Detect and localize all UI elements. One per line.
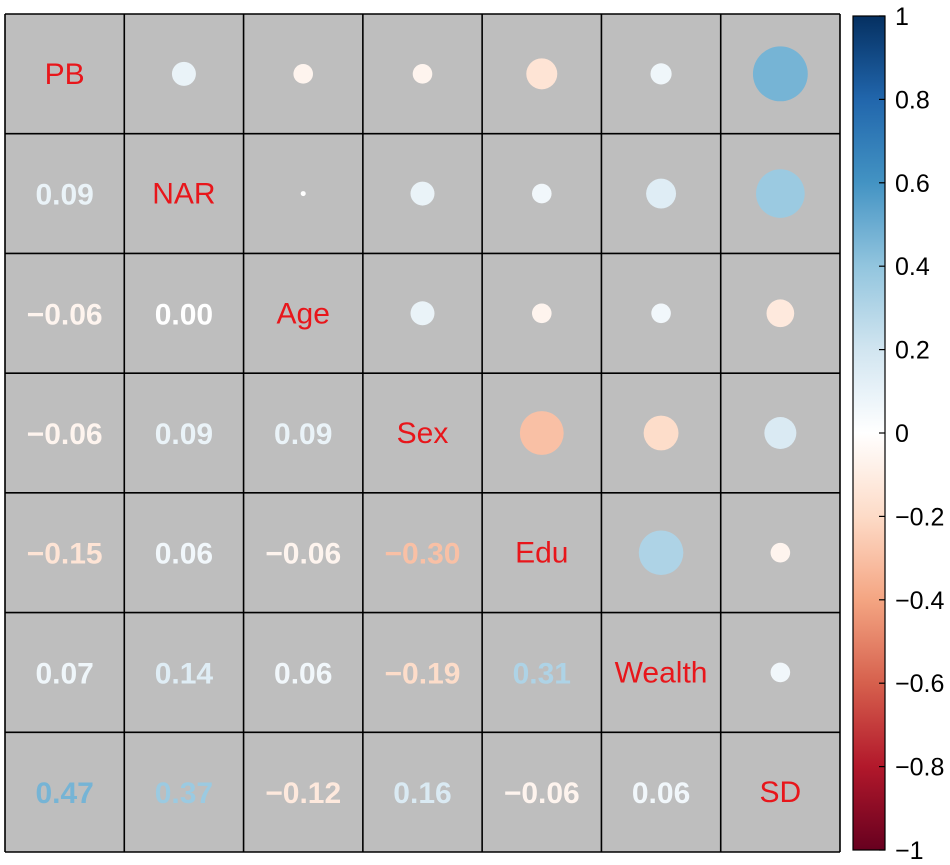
colorbar-tick-label: −1 bbox=[895, 837, 924, 865]
corr-circle-pb-wealth bbox=[650, 63, 672, 85]
corr-value-wealth-edu: 0.31 bbox=[513, 657, 571, 690]
colorbar-tick-label: 0.8 bbox=[895, 86, 930, 114]
corr-circle-age-wealth bbox=[651, 303, 671, 324]
diagonal-label-nar: NAR bbox=[152, 178, 215, 211]
corr-value-edu-age: −0.06 bbox=[265, 538, 341, 571]
corr-value-sd-nar: 0.37 bbox=[155, 777, 213, 810]
diagonal-label-pb: PB bbox=[45, 58, 85, 91]
corr-circle-pb-age bbox=[293, 64, 314, 84]
corr-value-age-nar: 0.00 bbox=[155, 298, 213, 331]
corr-circle-nar-sex bbox=[410, 181, 435, 206]
corr-circle-edu-wealth bbox=[638, 530, 684, 575]
diagonal-label-age: Age bbox=[277, 297, 330, 330]
corr-circle-pb-sex bbox=[412, 64, 433, 84]
corr-circle-sex-edu bbox=[519, 411, 564, 455]
corr-value-edu-nar: 0.06 bbox=[155, 538, 213, 571]
corr-circle-age-sex bbox=[410, 301, 435, 326]
corr-circle-pb-nar bbox=[171, 61, 196, 86]
corr-value-edu-sex: −0.30 bbox=[385, 538, 461, 571]
diagonal-label-sd: SD bbox=[760, 776, 802, 809]
corr-value-sd-sex: 0.16 bbox=[393, 777, 451, 810]
corr-circle-wealth-sd bbox=[770, 662, 791, 683]
matrix-background bbox=[5, 14, 840, 852]
corr-value-sex-age: 0.09 bbox=[274, 418, 332, 451]
corr-value-wealth-sex: −0.19 bbox=[385, 657, 461, 690]
corr-value-sex-pb: −0.06 bbox=[27, 418, 103, 451]
corr-value-sex-nar: 0.09 bbox=[155, 418, 213, 451]
colorbar-tick-label: −0.2 bbox=[895, 503, 944, 531]
colorbar-tick-label: −0.6 bbox=[895, 670, 944, 698]
colorbar-tick-label: −0.8 bbox=[895, 754, 944, 782]
diagonal-label-edu: Edu bbox=[515, 537, 568, 570]
corr-value-wealth-age: 0.06 bbox=[274, 657, 332, 690]
corr-circle-age-edu bbox=[531, 303, 552, 324]
corr-circle-nar-age bbox=[300, 191, 306, 197]
colorbar-tick-label: 0.4 bbox=[895, 253, 930, 281]
corr-value-wealth-nar: 0.14 bbox=[155, 657, 214, 690]
colorbar-tick-label: −0.4 bbox=[895, 587, 944, 615]
colorbar-tick-label: 0 bbox=[895, 420, 909, 448]
corr-circle-pb-edu bbox=[526, 58, 558, 90]
corr-value-edu-pb: −0.15 bbox=[27, 538, 103, 571]
corr-value-age-pb: −0.06 bbox=[27, 298, 103, 331]
corr-circle-nar-edu bbox=[531, 183, 552, 204]
diagonal-label-sex: Sex bbox=[397, 417, 449, 450]
colorbar-tick-label: 0.6 bbox=[895, 170, 930, 198]
diagonal-label-wealth: Wealth bbox=[615, 656, 708, 689]
colorbar-tick-label: 0.2 bbox=[895, 337, 930, 365]
matrix-cells bbox=[5, 14, 840, 852]
corr-value-sd-edu: −0.06 bbox=[504, 777, 580, 810]
corr-value-sd-wealth: 0.06 bbox=[632, 777, 690, 810]
corr-circle-nar-wealth bbox=[646, 178, 677, 209]
corr-circle-age-sd bbox=[766, 299, 795, 328]
matrix-marks: PB 0.09 NAR −0.06 0.00 Age −0.06 0.09 0.09 Sex −0.… bbox=[27, 46, 808, 810]
corr-value-wealth-pb: 0.07 bbox=[35, 657, 93, 690]
color-legend: 1 0.8 0.6 0.4 0.2 0 −0.2 −0.4 −0.6 −0.8 −1 bbox=[852, 3, 944, 865]
corr-value-nar-pb: 0.09 bbox=[35, 179, 93, 212]
corr-value-sd-age: −0.12 bbox=[265, 777, 341, 810]
matrix-grid bbox=[4, 13, 841, 853]
corr-circle-sex-wealth bbox=[643, 415, 679, 451]
corr-circle-edu-sd bbox=[770, 542, 791, 563]
colorbar-tick-label: 1 bbox=[895, 3, 909, 31]
corr-circle-sex-sd bbox=[764, 417, 797, 449]
corr-circle-pb-sd bbox=[752, 46, 808, 102]
corr-value-sd-pb: 0.47 bbox=[35, 777, 93, 810]
corr-circle-nar-sd bbox=[756, 169, 805, 218]
